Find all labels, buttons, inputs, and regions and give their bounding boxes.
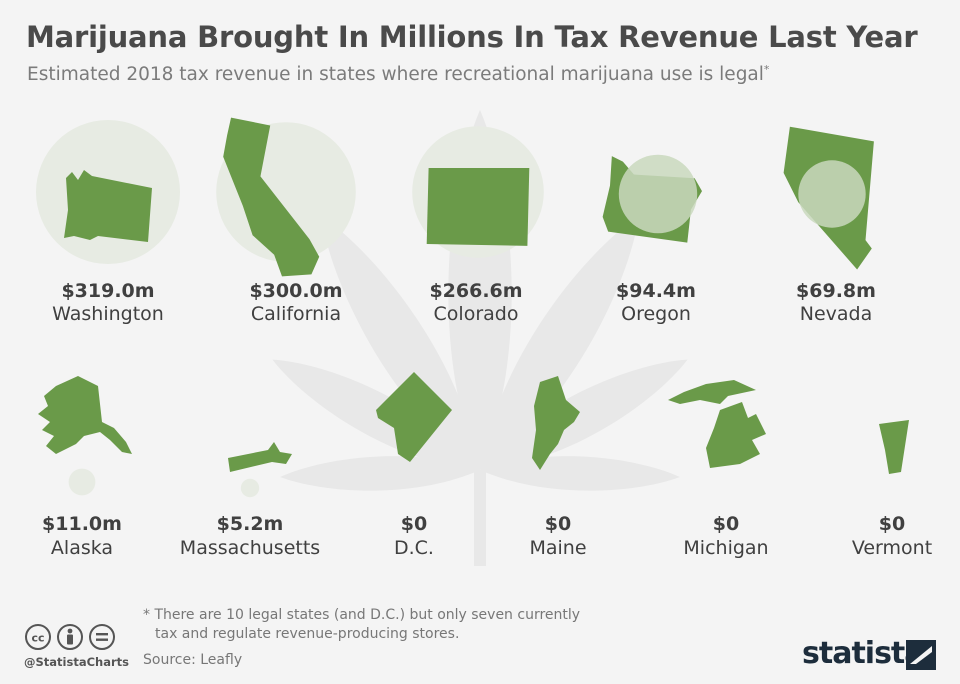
state-label: Maine	[529, 537, 586, 559]
value-label: $300.0m	[249, 280, 342, 302]
nd-icon	[89, 624, 115, 650]
state-label: Massachusetts	[180, 537, 320, 559]
state-label: Oregon	[621, 303, 691, 325]
state-label: Washington	[52, 303, 164, 325]
leaf-leaflet	[480, 456, 680, 491]
state-shape	[376, 372, 452, 462]
state-label: Alaska	[51, 537, 113, 559]
value-label: $11.0m	[42, 513, 122, 535]
revenue-bubble	[240, 478, 260, 498]
value-label: $0	[713, 513, 739, 535]
revenue-bubble	[798, 160, 866, 228]
state-label: Nevada	[800, 303, 873, 325]
state-shape	[38, 376, 132, 454]
license-icons: cc	[25, 624, 115, 650]
leaf-stem	[474, 470, 486, 566]
footnote-line-1: * There are 10 legal states (and D.C.) b…	[143, 607, 581, 623]
state-shape	[668, 380, 766, 468]
leaf-leaflet	[480, 359, 688, 470]
subtitle-footnote-marker: *	[763, 63, 770, 76]
statista-logo-icon	[906, 640, 936, 670]
state-shape	[879, 420, 909, 474]
svg-text:cc: cc	[31, 632, 44, 645]
state-shape	[228, 442, 292, 472]
statista-logo-text: statista	[802, 636, 925, 671]
state-label: Michigan	[683, 537, 768, 559]
state-shape	[426, 168, 530, 246]
leaf-leaflet	[272, 359, 480, 470]
state-label: D.C.	[394, 537, 434, 559]
value-label: $5.2m	[217, 513, 284, 535]
leaf-leaflet	[280, 456, 480, 491]
value-label: $0	[879, 513, 905, 535]
footnote-line-2: tax and regulate revenue-producing store…	[155, 626, 460, 642]
revenue-bubble	[68, 468, 96, 496]
leaf-leaflet	[480, 215, 639, 470]
value-label: $69.8m	[796, 280, 876, 302]
value-label: $0	[401, 513, 427, 535]
revenue-bubble	[618, 154, 698, 234]
state-shape	[532, 376, 580, 470]
value-label: $319.0m	[61, 280, 154, 302]
statista-handle: @StatistaCharts	[24, 655, 129, 669]
value-label: $0	[545, 513, 571, 535]
state-label: California	[251, 303, 341, 325]
state-shape	[64, 170, 152, 242]
value-label: $94.4m	[616, 280, 696, 302]
state-shape	[223, 117, 320, 277]
chart-title: Marijuana Brought In Millions In Tax Rev…	[26, 20, 918, 54]
value-label: $266.6m	[429, 280, 522, 302]
subtitle-text: Estimated 2018 tax revenue in states whe…	[27, 64, 764, 86]
source-text: Source: Leafly	[143, 652, 243, 668]
state-group: $0D.C.	[376, 372, 452, 559]
cc-icon: cc	[25, 624, 51, 650]
state-label: Colorado	[434, 303, 519, 325]
footnote: * There are 10 legal states (and D.C.) b…	[143, 606, 613, 644]
by-icon	[57, 624, 83, 650]
state-label: Vermont	[852, 537, 932, 559]
chart-subtitle: Estimated 2018 tax revenue in states whe…	[27, 63, 769, 85]
